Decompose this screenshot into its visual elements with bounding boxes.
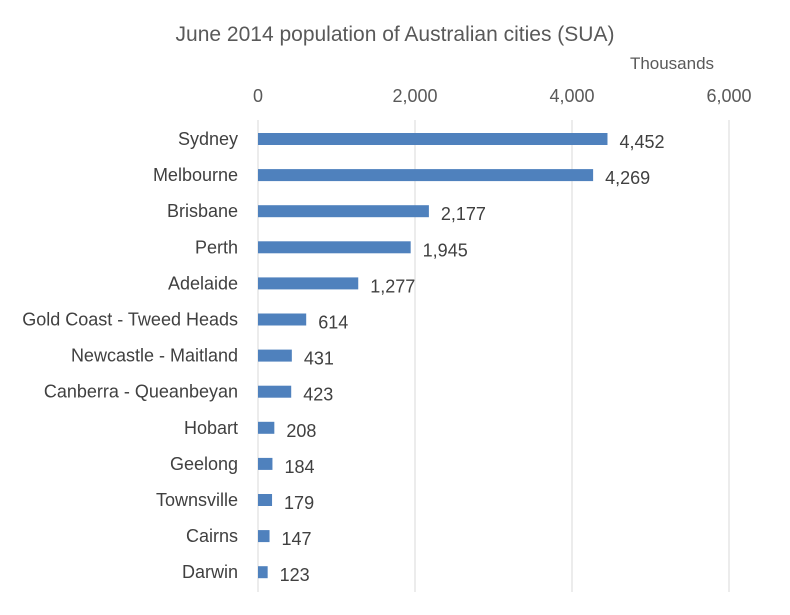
unit-label: Thousands — [630, 54, 714, 73]
category-label: Sydney — [178, 129, 238, 149]
category-axis: Sydney Melbourne Brisbane Perth Adelaide Gold… — [22, 129, 238, 582]
category-label: Cairns — [186, 526, 238, 546]
bars — [258, 133, 608, 579]
category-label: Darwin — [182, 562, 238, 582]
bar — [258, 169, 594, 182]
bar — [258, 241, 411, 254]
data-label: 147 — [282, 529, 312, 549]
category-label: Hobart — [184, 418, 238, 438]
data-label: 423 — [303, 385, 333, 405]
category-label: Brisbane — [167, 201, 238, 221]
category-label: Townsville — [156, 490, 238, 510]
bar — [258, 385, 292, 398]
data-label: 2,177 — [441, 204, 486, 224]
chart-title: June 2014 population of Australian citie… — [176, 23, 615, 46]
category-label: Adelaide — [168, 273, 238, 293]
data-label: 184 — [284, 457, 314, 477]
data-label: 4,452 — [619, 132, 664, 152]
bar — [258, 457, 273, 470]
x-tick-label: 0 — [253, 86, 263, 106]
x-axis-ticks: 0 2,000 4,000 6,000 — [253, 86, 752, 106]
data-label: 4,269 — [605, 168, 650, 188]
data-label: 1,945 — [423, 240, 468, 260]
category-label: Perth — [195, 237, 238, 257]
bar — [258, 313, 307, 326]
category-label: Newcastle - Maitland — [71, 346, 238, 366]
data-label: 208 — [286, 421, 316, 441]
bar — [258, 421, 275, 434]
category-label: Geelong — [170, 454, 238, 474]
bar — [258, 205, 429, 218]
category-label: Gold Coast - Tweed Heads — [22, 310, 238, 330]
bar — [258, 494, 273, 506]
data-label: 1,277 — [370, 276, 415, 296]
data-label: 614 — [318, 313, 348, 333]
category-label: Canberra - Queanbeyan — [44, 382, 238, 402]
x-tick-label: 6,000 — [706, 86, 751, 106]
data-label: 431 — [304, 349, 334, 369]
data-labels: 4,452 4,269 2,177 1,945 1,277 614 431 423 208 184… — [280, 132, 665, 585]
bar — [258, 566, 268, 579]
bar — [258, 349, 292, 362]
category-label: Melbourne — [153, 165, 238, 185]
bar — [258, 133, 608, 145]
x-tick-label: 2,000 — [392, 86, 437, 106]
data-label: 179 — [284, 493, 314, 513]
bar — [258, 277, 359, 290]
x-tick-label: 4,000 — [549, 86, 594, 106]
data-label: 123 — [280, 565, 310, 585]
bar — [258, 530, 270, 543]
